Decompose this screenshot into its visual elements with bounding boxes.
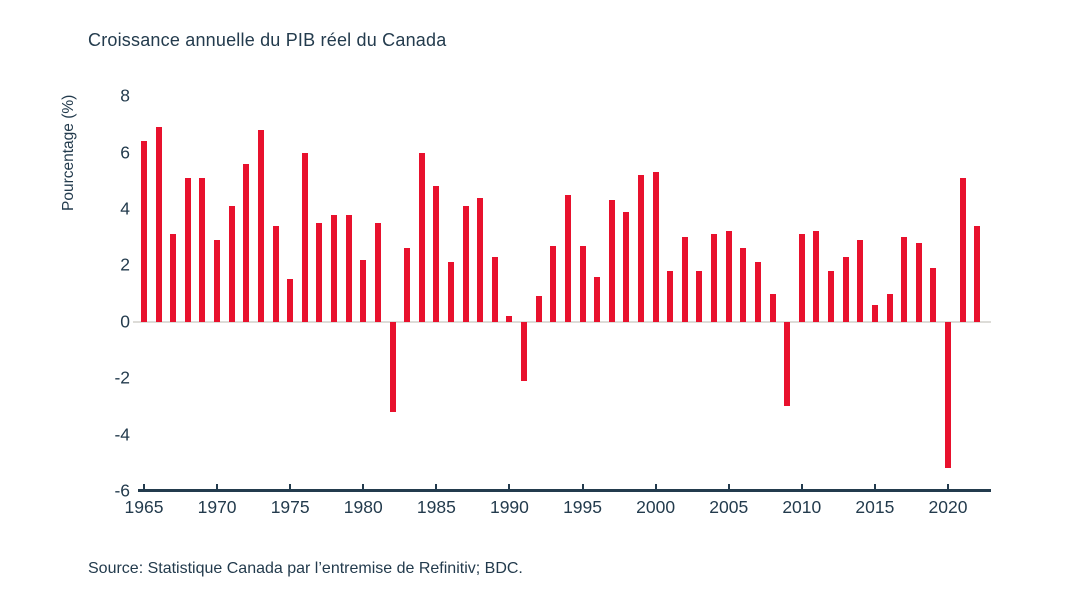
bar-2000 [652,172,659,322]
x-tick-mark [654,484,657,491]
x-tick-label: 2010 [782,497,822,517]
bar-1988 [477,197,484,322]
bar-1972 [243,163,250,322]
bar-1979 [345,214,352,322]
bar-1973 [257,129,264,322]
bar-1985 [433,186,440,322]
bar-2007 [754,262,761,322]
bar-1967 [170,234,177,322]
bar-1984 [418,152,425,322]
x-tick-label: 1975 [270,497,310,517]
bar-2018 [915,242,922,322]
x-tick-label: 2005 [709,497,749,517]
x-tick-mark [508,484,511,491]
x-tick-mark [435,484,438,491]
bar-2019 [930,268,937,322]
bar-2003 [696,270,703,322]
bar-2009 [784,321,791,407]
x-tick-label: 1985 [416,497,456,517]
bar-1994 [564,194,571,322]
bar-2013 [842,256,849,322]
bar-1992 [535,296,542,322]
y-tick-label: 2 [120,254,130,275]
bar-1986 [447,262,454,322]
source-note: Source: Statistique Canada par l’entremi… [88,560,523,577]
bar-1971 [228,206,235,322]
chart-title: Croissance annuelle du PIB réel du Canad… [88,30,447,50]
bar-1969 [199,177,206,322]
bar-1981 [374,223,381,322]
x-tick-label: 1965 [124,497,164,517]
x-tick-mark [873,484,876,491]
x-tick-mark [289,484,292,491]
zero-baseline [133,321,991,323]
x-axis-line [138,489,991,492]
y-tick-label: 0 [120,310,130,331]
bar-2014 [857,239,864,322]
bar-2015 [871,304,878,322]
y-tick-label: -2 [114,367,130,388]
bar-2022 [974,225,981,322]
y-tick-label: -4 [114,423,130,444]
x-tick-mark [216,484,219,491]
bar-1982 [389,321,396,412]
x-tick-label: 2015 [855,497,895,517]
bar-1987 [462,206,469,322]
bar-1996 [594,276,601,322]
x-tick-mark [946,484,949,491]
x-tick-label: 1990 [489,497,529,517]
x-tick-label: 2020 [928,497,968,517]
bar-2008 [769,293,776,322]
bar-2001 [667,270,674,322]
bar-2002 [681,237,688,322]
bar-1968 [184,177,191,322]
bar-2016 [886,293,893,322]
bar-2017 [901,237,908,322]
bar-2010 [798,234,805,322]
bar-2011 [813,231,820,322]
bar-2020 [944,321,951,469]
x-tick-label: 1995 [563,497,602,517]
x-tick-label: 1980 [343,497,383,517]
x-tick-label: 2000 [636,497,676,517]
bar-1999 [638,175,644,322]
bar-2021 [959,177,966,322]
x-tick-mark [800,484,803,491]
x-tick-mark [362,484,365,491]
bar-1980 [360,259,367,322]
bar-1970 [214,239,221,322]
bar-1997 [608,200,615,322]
bar-1974 [272,225,279,322]
x-tick-label: 1970 [197,497,237,517]
bar-1998 [623,211,630,322]
bar-2012 [828,270,835,322]
y-tick-label: -6 [114,480,130,501]
bar-1989 [491,256,498,322]
bar-1966 [155,127,162,322]
x-tick-mark [727,484,730,491]
bar-1978 [331,214,338,322]
bar-1965 [141,141,147,322]
x-tick-mark [581,484,584,491]
bar-1991 [521,321,528,381]
y-tick-label: 4 [120,198,130,219]
bar-2004 [711,234,718,322]
bar-2006 [740,248,747,322]
y-tick-label: 8 [120,85,130,106]
bar-1975 [287,279,294,322]
bar-1976 [301,152,308,322]
bar-1993 [550,245,557,322]
bar-1990 [506,316,513,322]
bar-2005 [725,231,732,322]
bar-1995 [579,245,586,322]
bar-1983 [404,248,411,322]
bar-1977 [316,223,323,322]
y-tick-label: 6 [120,141,130,162]
x-tick-mark [143,484,145,491]
